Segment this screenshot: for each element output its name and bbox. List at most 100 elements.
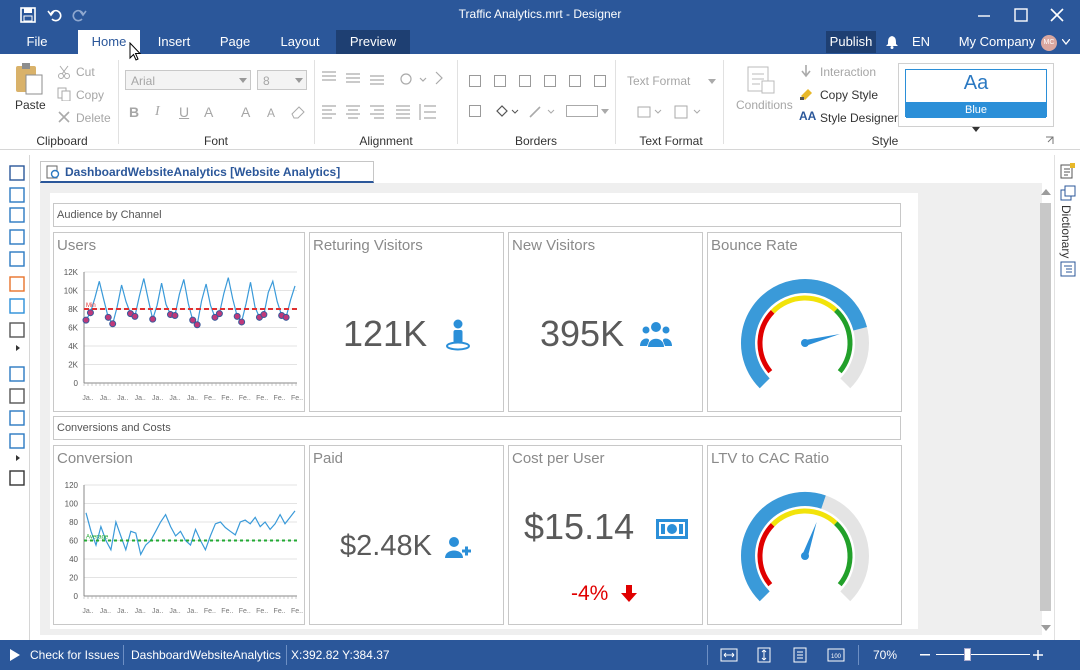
indicator-icon[interactable] <box>9 251 25 267</box>
delete-icon[interactable] <box>57 110 71 124</box>
text-icon[interactable] <box>9 410 25 426</box>
dialog-launcher-icon[interactable] <box>1045 136 1054 145</box>
zoom-slider-track[interactable] <box>936 654 1030 655</box>
format-icon[interactable] <box>637 104 663 120</box>
format-options-icon[interactable] <box>674 104 704 120</box>
whole-page-icon[interactable] <box>792 647 808 663</box>
close-icon[interactable] <box>1050 8 1064 22</box>
eraser-icon[interactable] <box>290 105 306 119</box>
image-icon[interactable] <box>9 366 25 382</box>
font-color-icon[interactable]: A <box>204 104 214 120</box>
ltv-cac-panel[interactable]: LTV to CAC Ratio <box>707 445 902 625</box>
publish-button[interactable]: Publish <box>826 31 876 53</box>
scrollbar-thumb[interactable] <box>1040 203 1051 611</box>
zoom-100-icon[interactable]: 100 <box>827 647 845 663</box>
redo-icon[interactable] <box>71 7 87 23</box>
cut-button[interactable]: Cut <box>76 65 95 79</box>
copy-icon[interactable] <box>57 87 71 101</box>
expand-arrow-icon[interactable] <box>15 345 31 361</box>
expand-arrow-icon[interactable] <box>15 455 31 471</box>
section-header-conversions[interactable]: Conversions and Costs <box>53 416 901 440</box>
shape-icon[interactable] <box>9 433 25 449</box>
delete-button[interactable]: Delete <box>76 111 111 125</box>
fill-color-icon[interactable] <box>494 104 520 120</box>
interaction-icon[interactable] <box>800 64 814 78</box>
tab-layout[interactable]: Layout <box>280 34 320 49</box>
chevron-down-icon[interactable] <box>1062 39 1070 45</box>
copy-button[interactable]: Copy <box>76 88 105 102</box>
conversion-panel[interactable]: Conversion 0 20 40 60 80 100 120 Ja.. Ja.. Ja.. Ja… <box>53 445 305 625</box>
returning-visitors-panel[interactable]: Returing Visitors 121K <box>309 232 504 412</box>
grow-font-icon[interactable]: A <box>241 104 251 120</box>
bar-chart-icon[interactable] <box>9 187 25 203</box>
border-top-icon[interactable] <box>569 75 581 87</box>
zoom-out-icon[interactable] <box>920 654 930 656</box>
copy-style-button[interactable]: Copy Style <box>820 88 879 102</box>
chevron-down-icon[interactable] <box>708 79 716 84</box>
font-name-select[interactable]: Arial <box>125 70 251 90</box>
border-style-select[interactable] <box>566 105 598 117</box>
file-menu[interactable]: File <box>26 34 48 49</box>
border-all-icon[interactable] <box>469 75 481 87</box>
table-icon[interactable] <box>9 165 25 181</box>
check-issues-button[interactable]: Check for Issues <box>30 648 120 662</box>
gauge-icon[interactable] <box>9 207 25 223</box>
vertical-scrollbar[interactable] <box>1038 183 1054 635</box>
panel-icon[interactable] <box>9 388 25 404</box>
bounce-rate-panel[interactable]: Bounce Rate <box>707 232 902 412</box>
bell-icon[interactable] <box>885 35 899 49</box>
border-left-icon[interactable] <box>519 75 531 87</box>
cost-per-user-panel[interactable]: Cost per User $15.14 -4% <box>508 445 703 625</box>
border-outside-icon[interactable] <box>494 75 506 87</box>
play-icon[interactable] <box>9 648 21 662</box>
pivot-icon[interactable] <box>9 229 25 245</box>
conditions-button[interactable]: Conditions <box>736 98 793 112</box>
properties-icon[interactable] <box>1060 185 1076 201</box>
alignment-icons[interactable] <box>320 68 450 128</box>
cut-icon[interactable] <box>57 65 71 79</box>
copy-style-icon[interactable] <box>799 87 815 101</box>
data-tree-icon[interactable] <box>1060 261 1076 277</box>
border-bottom-icon[interactable] <box>594 75 606 87</box>
style-designer-icon[interactable]: AA <box>799 109 817 123</box>
chevron-down-icon[interactable] <box>972 127 980 132</box>
paste-button[interactable]: Paste <box>15 98 46 112</box>
new-visitors-panel[interactable]: New Visitors 395K <box>508 232 703 412</box>
page-width-icon[interactable] <box>720 647 738 663</box>
scroll-down-icon[interactable] <box>1041 625 1051 631</box>
users-panel[interactable]: Users 0 2K 4K 6K 8K 10K 12K Ja.. Ja.. Ja.. Ja.. Ja.… <box>53 232 305 412</box>
report-tree-icon[interactable] <box>1060 163 1076 179</box>
tab-page[interactable]: Page <box>219 34 251 49</box>
progress-icon[interactable] <box>9 276 25 292</box>
company-menu[interactable]: My Company <box>958 34 1036 49</box>
shrink-font-icon[interactable]: A <box>267 106 276 120</box>
border-right-icon[interactable] <box>544 75 556 87</box>
section-header-audience[interactable]: Audience by Channel <box>53 203 901 227</box>
border-none-icon[interactable] <box>469 105 481 117</box>
border-color-icon[interactable] <box>528 104 558 120</box>
zoom-slider-thumb[interactable] <box>964 648 971 661</box>
filter-icon[interactable] <box>9 322 25 338</box>
paste-icon[interactable] <box>14 61 44 95</box>
font-size-select[interactable]: 8 <box>257 70 307 90</box>
interaction-button[interactable]: Interaction <box>820 65 877 79</box>
conditions-icon[interactable] <box>745 64 777 96</box>
map-icon[interactable] <box>9 298 25 314</box>
text-format-select[interactable]: Text Format <box>627 74 691 88</box>
zoom-in-icon[interactable] <box>1033 650 1043 660</box>
language-selector[interactable]: EN <box>911 34 931 49</box>
bold-icon[interactable]: B <box>129 104 140 120</box>
maximize-icon[interactable] <box>1014 8 1028 22</box>
dictionary-tab[interactable]: Dictionary <box>1059 205 1073 259</box>
undo-icon[interactable] <box>47 7 63 23</box>
document-tab[interactable]: DashboardWebsiteAnalytics [Website Analy… <box>40 161 374 183</box>
italic-icon[interactable]: I <box>155 104 160 119</box>
chevron-down-icon[interactable] <box>601 109 609 114</box>
save-icon[interactable] <box>20 7 36 23</box>
tools-icon[interactable] <box>9 470 25 486</box>
tab-preview[interactable]: Preview <box>336 30 410 54</box>
style-designer-button[interactable]: Style Designer <box>820 111 899 125</box>
underline-icon[interactable]: U <box>179 104 190 120</box>
page-height-icon[interactable] <box>756 647 772 663</box>
scroll-up-icon[interactable] <box>1041 189 1051 195</box>
